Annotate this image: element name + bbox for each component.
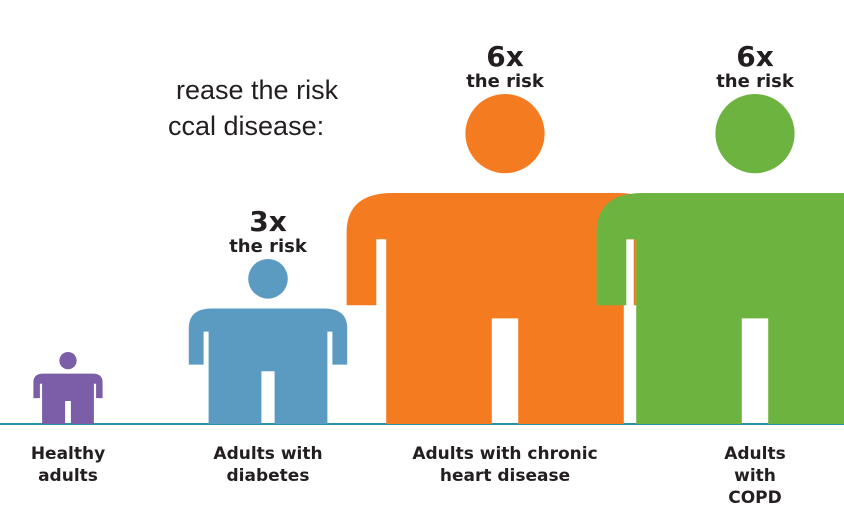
risk-label: 3x the risk xyxy=(229,207,307,257)
intro-line-1: rease the risk xyxy=(176,75,339,105)
risk-multiplier: 6x xyxy=(486,40,524,73)
person-figure xyxy=(346,94,664,424)
person-body xyxy=(346,193,664,424)
category-label: Adults with diabetes xyxy=(213,444,323,486)
category-label: Adults with chronic heart disease xyxy=(412,444,598,486)
category-label: Healthy adults xyxy=(30,444,106,486)
risk-pictograph xyxy=(0,94,844,425)
person-head xyxy=(465,94,545,174)
person-head xyxy=(715,94,795,174)
person-figure xyxy=(596,94,844,424)
risk-label: 6x the risk xyxy=(466,42,544,92)
person-body xyxy=(188,308,348,424)
person-body xyxy=(596,193,844,424)
person-figure xyxy=(188,259,348,424)
person-head xyxy=(59,352,77,370)
risk-label: 6x the risk xyxy=(716,42,794,92)
category-label: Adults with COPD xyxy=(724,444,786,508)
risk-sublabel: the risk xyxy=(716,71,794,92)
risk-sublabel: the risk xyxy=(229,236,307,257)
intro-line-2: ccal disease: xyxy=(168,111,325,141)
risk-multiplier: 3x xyxy=(249,205,287,238)
person-head xyxy=(248,259,288,299)
person-figure xyxy=(33,352,103,424)
person-body xyxy=(33,373,103,424)
risk-sublabel: the risk xyxy=(466,71,544,92)
risk-multiplier: 6x xyxy=(736,40,774,73)
